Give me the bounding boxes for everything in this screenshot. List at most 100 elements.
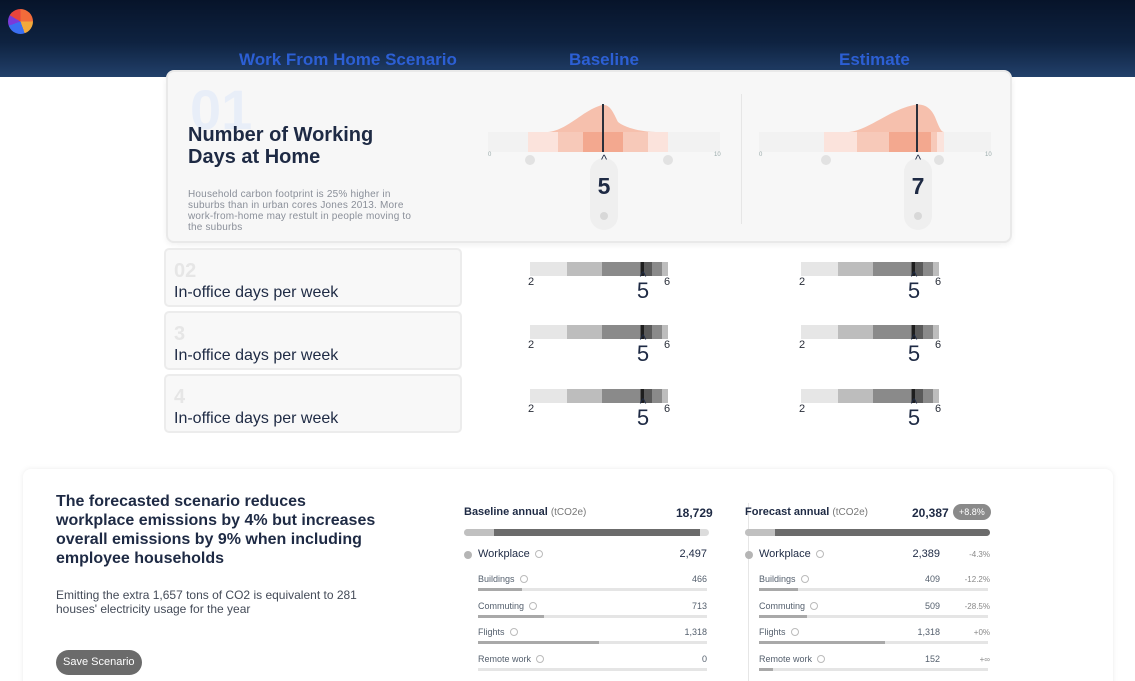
info-icon[interactable] [810, 601, 819, 610]
estimate-in-office-slider[interactable]: 2 ^ 5 6 [797, 389, 947, 437]
info-icon[interactable] [534, 550, 543, 558]
estimate-in-office-slider[interactable]: 2 ^ 5 6 [797, 325, 947, 373]
info-icon[interactable] [815, 550, 824, 558]
caret-up-icon: ^ [910, 331, 918, 347]
slider-low-label: 2 [799, 403, 806, 415]
slider-high-label: 6 [664, 276, 671, 288]
slider-high-label: 6 [664, 403, 671, 415]
item-bar-fill [478, 641, 599, 644]
info-icon[interactable] [790, 628, 799, 636]
estimate-distribution[interactable]: 0 10 ^ 7 [759, 102, 992, 230]
summary-detail: Emitting the extra 1,657 tons of CO2 is … [56, 588, 357, 616]
forecast-total: 20,387 [912, 506, 949, 520]
item-bar [759, 667, 988, 671]
baseline-total-bar [464, 529, 709, 536]
caret-up-icon: ^ [914, 152, 922, 167]
item-value: 466 [691, 574, 707, 584]
panel-divider [748, 503, 749, 681]
info-icon[interactable] [817, 654, 826, 663]
item-label: Commuting [478, 601, 538, 611]
summary-panel: The forecasted scenario reduces workplac… [23, 469, 1113, 681]
item-label: Remote work [478, 654, 545, 664]
handle-dot-icon [600, 212, 608, 220]
slider-value: 5 [907, 405, 921, 430]
working-days-card: 01 Number of Working Days at Home Househ… [166, 70, 1012, 243]
app-logo-icon[interactable] [8, 9, 33, 34]
item-change: -28.5% [964, 601, 990, 611]
item-label: Flights [759, 627, 799, 637]
baseline-panel-title: Baseline annual (tCO2e) [464, 506, 587, 518]
info-icon[interactable] [519, 575, 528, 583]
row-label: In-office days per week [174, 410, 339, 427]
row-number: 4 [174, 386, 186, 408]
scenario-row-card[interactable]: 02 In-office days per week [164, 248, 462, 307]
baseline-distribution[interactable]: 0 10 ^ 5 [488, 102, 721, 230]
summary-headline: The forecasted scenario reduces workplac… [56, 493, 376, 567]
column-header-baseline: Baseline [569, 50, 639, 69]
baseline-in-office-slider[interactable]: 2 ^ 5 6 [526, 389, 676, 437]
forecast-total-bar [745, 529, 990, 536]
baseline-in-office-slider[interactable]: 2 ^ 5 6 [526, 262, 676, 310]
bullet-icon [464, 551, 472, 559]
slider-low-label: 2 [528, 276, 535, 288]
item-change: +∞ [979, 654, 990, 664]
scenario-row-card[interactable]: 4 In-office days per week [164, 374, 462, 433]
save-scenario-button[interactable]: Save Scenario [56, 650, 142, 675]
slider-value: 5 [636, 278, 650, 303]
item-bar-fill [478, 588, 522, 591]
item-bar-fill [759, 641, 885, 644]
slider-low-label: 2 [528, 339, 535, 351]
slider-value: 5 [636, 405, 650, 430]
workplace-label: Workplace [759, 548, 824, 560]
card-number: 01 [190, 78, 253, 141]
item-bar-fill [759, 588, 798, 591]
item-change: -12.2% [964, 575, 990, 584]
top-bar [0, 0, 1135, 77]
item-bar-fill [759, 667, 773, 671]
row-label: In-office days per week [174, 284, 339, 301]
info-icon[interactable] [529, 601, 538, 610]
item-label: Flights [478, 627, 518, 637]
slider-value: 5 [907, 278, 921, 303]
scenario-row-card[interactable]: 3 In-office days per week [164, 311, 462, 370]
slider-value: 5 [907, 341, 921, 366]
baseline-min-tick: 0 [488, 152, 492, 158]
slider-value: 5 [636, 341, 650, 366]
info-icon[interactable] [536, 654, 545, 663]
item-value: 0 [701, 653, 707, 664]
estimate-in-office-slider[interactable]: 2 ^ 5 6 [797, 262, 947, 310]
item-value: 152 [924, 653, 940, 664]
info-icon[interactable] [800, 575, 809, 583]
item-value: 509 [924, 600, 940, 611]
estimate-max-tick: 10 [985, 152, 992, 158]
caret-up-icon: ^ [600, 152, 608, 167]
workplace-value: 2,389 [912, 548, 940, 560]
baseline-in-office-slider[interactable]: 2 ^ 5 6 [526, 325, 676, 373]
item-bar [759, 614, 988, 618]
slider-high-label: 6 [935, 276, 942, 288]
estimate-value-handle[interactable]: ^ 7 [904, 152, 932, 230]
column-header-scenario: Work From Home Scenario [239, 50, 457, 69]
baseline-max-tick: 10 [714, 152, 721, 158]
row-number: 3 [174, 323, 186, 345]
item-bar-fill [759, 614, 807, 618]
card-title: Number of Working Days at Home [188, 124, 374, 168]
slider-high-label: 6 [935, 403, 942, 415]
estimate-min-tick: 0 [759, 152, 763, 158]
item-value: 1,318 [917, 627, 940, 637]
item-bar [478, 614, 707, 618]
slider-low-label: 2 [799, 339, 806, 351]
info-icon[interactable] [509, 628, 518, 636]
row-label: In-office days per week [174, 347, 339, 364]
column-header-estimate: Estimate [839, 50, 910, 69]
item-label: Buildings [759, 574, 809, 584]
slider-low-label: 2 [528, 403, 535, 415]
estimate-value: 7 [911, 173, 925, 199]
item-value: 409 [924, 574, 940, 584]
baseline-value-handle[interactable]: ^ 5 [590, 152, 618, 230]
divider [741, 94, 742, 224]
caret-up-icon: ^ [639, 331, 647, 347]
item-bar [478, 667, 707, 671]
item-change: +0% [973, 628, 990, 637]
baseline-value: 5 [597, 173, 611, 199]
